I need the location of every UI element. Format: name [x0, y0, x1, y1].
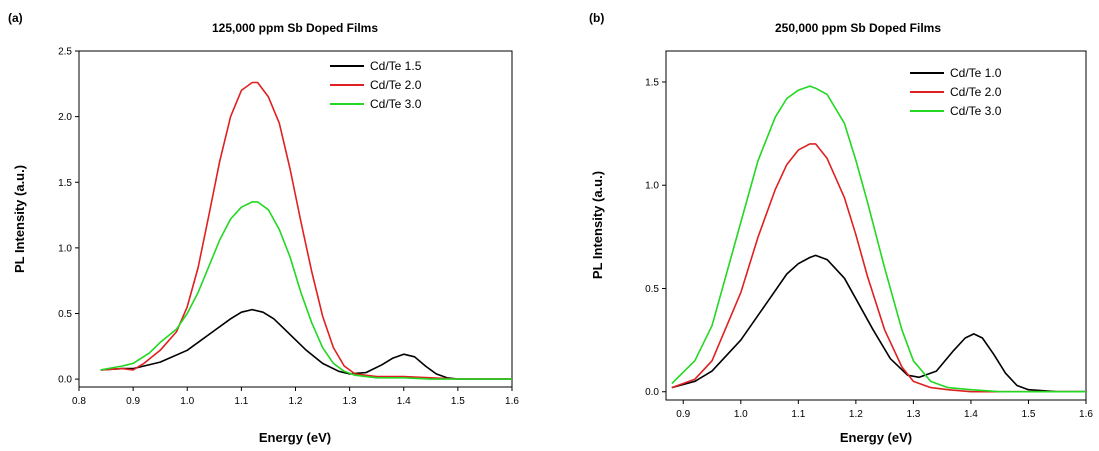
legend-entry-label: Cd/Te 1.0	[950, 66, 1002, 80]
x-tick-label: 1.5	[451, 396, 465, 407]
x-axis-a: 0.8 0.9 1.0 1.1 1.2 1.3 1.4 1.5 1.6	[72, 387, 519, 407]
x-tick-label: 1.1	[791, 409, 805, 420]
y-axis-a: 0.0 0.5 1.0 1.5 2.0 2.5	[58, 47, 79, 386]
legend-b: Cd/Te 1.0 Cd/Te 2.0 Cd/Te 3.0	[910, 66, 1002, 118]
series-line-cd-te-1-5	[100, 308, 512, 380]
y-tick-label: 1.5	[645, 77, 659, 88]
y-tick-label: 2.5	[58, 47, 72, 58]
series-line-cd-te-2-0	[100, 81, 512, 380]
y-tick-label: 0.5	[58, 309, 72, 320]
x-tick-label: 0.9	[126, 396, 140, 407]
y-tick-label: 1.0	[58, 243, 72, 254]
y-tick-label: 1.0	[645, 181, 659, 192]
y-tick-label: 0.5	[645, 284, 659, 295]
legend-entry-label: Cd/Te 2.0	[950, 85, 1002, 99]
x-tick-label: 1.1	[234, 396, 248, 407]
y-axis-label-b: PL Intensity (a.u.)	[590, 171, 605, 279]
x-tick-label: 1.4	[397, 396, 411, 407]
y-axis-label-a: PL Intensity (a.u.)	[12, 165, 27, 273]
x-tick-label: 1.2	[289, 396, 303, 407]
x-axis-b: 0.9 1.0 1.1 1.2 1.3 1.4 1.5 1.6	[676, 400, 1093, 420]
x-axis-label-b: Energy (eV)	[840, 430, 912, 445]
x-tick-label: 0.8	[72, 396, 86, 407]
series-line-cd-te-1-0	[671, 254, 1086, 393]
legend-entry-label: Cd/Te 3.0	[950, 104, 1002, 118]
x-tick-label: 1.0	[734, 409, 748, 420]
x-tick-label: 1.3	[343, 396, 357, 407]
plot-frame-b	[665, 50, 1087, 401]
x-tick-label: 0.9	[676, 409, 690, 420]
chart-title-a: 125,000 ppm Sb Doped Films	[212, 21, 378, 35]
series-line-cd-te-3-0	[671, 85, 1086, 393]
x-tick-label: 1.6	[505, 396, 519, 407]
series-layer-a	[100, 81, 512, 380]
panel-label-a: (a)	[8, 11, 23, 25]
y-tick-label: 0.0	[58, 375, 72, 386]
y-axis-b: 0.0 0.5 1.0 1.5	[645, 77, 666, 398]
series-line-cd-te-3-0	[100, 201, 512, 380]
legend-entry-label: Cd/Te 1.5	[370, 59, 422, 73]
chart-panel-a: (a) 125,000 ppm Sb Doped Films 0.8 0.9 1.0…	[8, 11, 519, 445]
legend-entry-label: Cd/Te 3.0	[370, 97, 422, 111]
panel-label-b: (b)	[589, 11, 604, 25]
legend-a: Cd/Te 1.5 Cd/Te 2.0 Cd/Te 3.0	[330, 59, 422, 111]
x-tick-label: 1.2	[849, 409, 863, 420]
y-tick-label: 1.5	[58, 178, 72, 189]
x-tick-label: 1.0	[180, 396, 194, 407]
x-tick-label: 1.5	[1022, 409, 1036, 420]
y-tick-label: 0.0	[645, 387, 659, 398]
plot-frame-a	[78, 50, 513, 388]
y-tick-label: 2.0	[58, 112, 72, 123]
x-tick-label: 1.6	[1079, 409, 1093, 420]
chart-title-b: 250,000 ppm Sb Doped Films	[775, 21, 941, 35]
x-tick-label: 1.4	[964, 409, 978, 420]
x-axis-label-a: Energy (eV)	[259, 430, 331, 445]
x-tick-label: 1.3	[906, 409, 920, 420]
legend-entry-label: Cd/Te 2.0	[370, 78, 422, 92]
series-layer-b	[671, 85, 1086, 393]
series-line-cd-te-2-0	[671, 143, 1086, 393]
chart-panel-b: (b) 250,000 ppm Sb Doped Films 0.9 1.0 1.1…	[589, 11, 1093, 445]
